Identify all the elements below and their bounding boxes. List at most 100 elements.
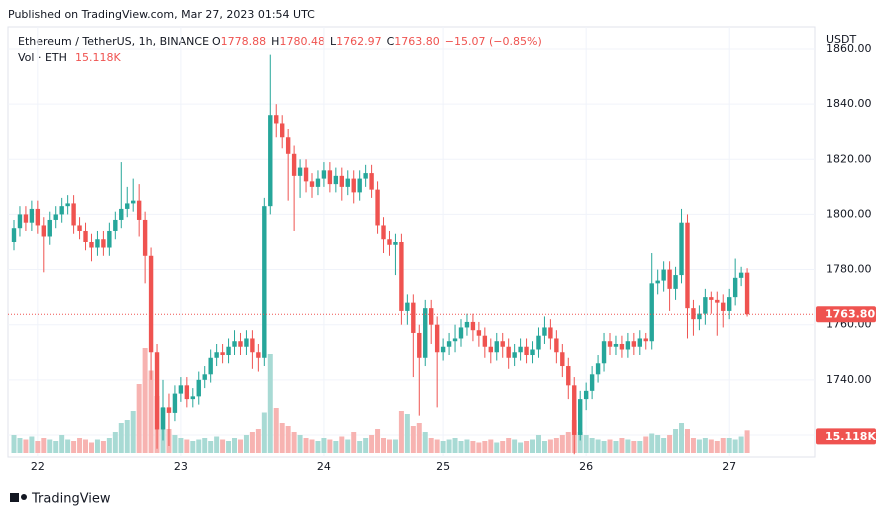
x-tick-label: 25 <box>436 460 450 473</box>
volume-bar <box>297 435 303 453</box>
volume-bar <box>226 441 232 453</box>
candle-body <box>506 346 511 358</box>
grid <box>8 27 815 457</box>
candle-body <box>101 239 106 248</box>
candle-body <box>709 297 714 300</box>
candle-body <box>250 338 255 353</box>
candle-body <box>321 170 327 179</box>
volume-bar <box>452 438 458 453</box>
candle-body <box>375 189 380 226</box>
candle-body <box>595 363 601 375</box>
volume-bar <box>333 441 339 453</box>
candle-body <box>411 302 416 333</box>
volume-bar <box>440 441 446 453</box>
last-price-tag <box>816 306 876 323</box>
volume-bar <box>29 436 35 453</box>
candle-body <box>71 203 76 226</box>
volume-bar <box>583 435 589 453</box>
candle-body <box>172 393 178 413</box>
candle-body <box>381 225 386 240</box>
volume-bar <box>392 439 398 453</box>
candle-body <box>35 208 41 226</box>
volume-bar <box>88 442 94 453</box>
candle-body <box>95 239 100 248</box>
volume-bar <box>530 439 536 453</box>
volume-bar <box>112 432 118 453</box>
candle-body <box>262 206 267 358</box>
candle-body <box>154 352 160 430</box>
ohlc-value: 1778.88 <box>221 35 267 48</box>
candle-body <box>29 208 35 223</box>
candle-body <box>512 352 517 358</box>
candle-body <box>518 346 523 353</box>
volume-bar <box>589 438 595 453</box>
volume-bar <box>684 429 690 453</box>
volume-bar <box>726 438 732 453</box>
candle-body <box>446 341 452 347</box>
candle-body <box>619 343 625 350</box>
candle-body <box>500 341 505 347</box>
candle-body <box>113 219 118 231</box>
volume-bar <box>541 441 547 453</box>
y-tick-label: 1740.00 <box>826 373 872 386</box>
volume-bar <box>518 442 524 453</box>
candle-body <box>285 137 291 154</box>
candle-body <box>727 297 732 311</box>
candle-body <box>363 173 368 179</box>
volume-bar <box>11 435 17 453</box>
candle-body <box>214 352 219 358</box>
candle-body <box>691 308 696 320</box>
volume-bar <box>524 441 530 453</box>
candle-body <box>315 178 321 187</box>
volume-bar <box>208 441 214 453</box>
candle-body <box>440 346 446 353</box>
volume-bar <box>196 439 202 453</box>
volume-bar <box>422 432 428 453</box>
symbol: Ethereum / TetherUS, 1h, BINANCE <box>18 35 209 48</box>
candle-body <box>65 203 70 207</box>
volume-bar <box>71 441 77 453</box>
candle-body <box>131 200 136 204</box>
volume-bar <box>243 435 249 453</box>
volume-bar <box>488 439 494 453</box>
candle-body <box>423 308 428 358</box>
candle-body <box>721 302 726 311</box>
volume-bar <box>273 408 279 453</box>
candle-body <box>83 230 88 242</box>
volume-bar <box>94 439 100 453</box>
volume-bar <box>696 439 702 453</box>
candle-body <box>548 327 553 339</box>
volume-bar <box>601 441 607 453</box>
candle-body <box>578 399 583 435</box>
candle-body <box>327 170 333 185</box>
currency: USDT <box>826 33 857 46</box>
volume-bar <box>321 438 327 453</box>
volume-bar <box>357 441 363 453</box>
x-tick-label: 22 <box>31 460 45 473</box>
volume-bar <box>708 439 714 453</box>
candle-body <box>357 178 362 193</box>
candle-body <box>429 308 434 325</box>
volume-bar <box>661 438 667 453</box>
volume-bar <box>83 439 89 453</box>
candle-body <box>697 313 702 320</box>
volume-bar <box>577 432 583 453</box>
volume-bar <box>41 438 47 453</box>
candle-body <box>601 341 607 364</box>
brand: TradingView <box>31 492 111 507</box>
volume-bar <box>565 432 571 453</box>
candle-body <box>452 338 458 342</box>
volume-bar <box>291 432 297 453</box>
candle-body <box>184 385 190 400</box>
volume-bar <box>381 438 387 453</box>
published: Published on TradingView.com, Mar 27, 20… <box>8 8 315 21</box>
ohlc-key: O <box>212 35 221 48</box>
candle-body <box>244 338 249 347</box>
ohlc-value: 1762.97 <box>336 35 382 48</box>
volume-bar <box>434 439 440 453</box>
volume-bar <box>327 439 333 453</box>
volume-bar <box>309 439 315 453</box>
volume-bar <box>100 441 106 453</box>
ohlc-value: 1780.48 <box>279 35 325 48</box>
volume-bar <box>190 441 196 453</box>
